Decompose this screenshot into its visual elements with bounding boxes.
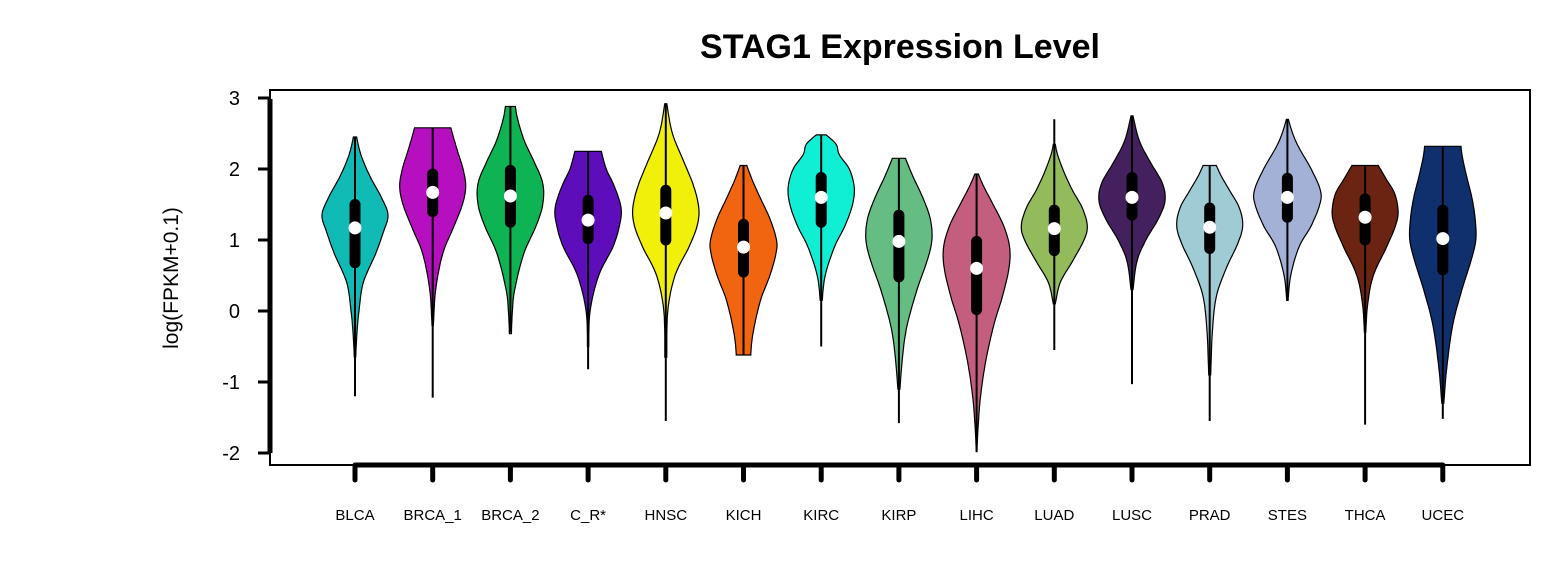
y-tick-label: 2 — [229, 159, 240, 181]
violin-kirp — [865, 157, 933, 424]
x-tick-label: KICH — [726, 507, 762, 524]
median-point — [970, 261, 984, 275]
violin-ucec — [1408, 145, 1477, 419]
median-point — [503, 189, 517, 203]
x-tick-label: KIRC — [803, 507, 839, 524]
x-tick-label: UCEC — [1422, 507, 1465, 524]
y-tick-label: 0 — [229, 301, 240, 323]
violin-hnsc — [632, 103, 700, 422]
violin-c-r- — [554, 150, 623, 370]
y-tick-label: 1 — [229, 230, 240, 252]
violin-prad — [1176, 164, 1244, 422]
x-tick-label: STES — [1268, 507, 1307, 524]
median-point — [1203, 220, 1217, 234]
median-point — [1358, 210, 1372, 224]
y-tick-label: -2 — [222, 443, 240, 465]
median-point — [426, 185, 440, 199]
x-tick-label: HNSC — [645, 507, 688, 524]
violin-stes — [1253, 118, 1322, 301]
x-tick-label: PRAD — [1189, 507, 1231, 524]
x-tick-label: KIRP — [881, 507, 916, 524]
x-tick-label: BRCA_1 — [404, 507, 462, 524]
violin-brca-2 — [476, 105, 545, 335]
chart-title: STAG1 Expression Level — [700, 28, 1100, 66]
x-tick-label: LIHC — [960, 507, 994, 524]
y-ticks: 3 2 1 0 -1 -2 — [222, 88, 270, 465]
median-point — [1280, 190, 1294, 204]
violin-lihc — [942, 173, 1011, 453]
median-point — [348, 221, 362, 235]
y-tick-label: 3 — [229, 88, 240, 110]
median-point — [892, 234, 906, 248]
y-axis-label: log(FPKM+0.1) — [160, 207, 183, 349]
median-point — [659, 206, 673, 220]
violin-lusc — [1098, 115, 1166, 385]
x-tick-label: LUSC — [1112, 507, 1152, 524]
median-point — [737, 240, 750, 254]
x-tick-label: LUAD — [1034, 507, 1074, 524]
violin-kich — [709, 164, 778, 356]
violin-blca — [321, 136, 389, 397]
y-tick-label: -1 — [222, 372, 240, 394]
x-tick-label: THCA — [1345, 507, 1386, 524]
violins — [321, 103, 1477, 453]
median-point — [581, 213, 595, 227]
median-point — [1436, 232, 1450, 246]
median-point — [1047, 222, 1061, 236]
violin-luad — [1020, 119, 1088, 351]
x-tick-label: BLCA — [335, 507, 374, 524]
median-point — [814, 190, 828, 204]
violin-kirc — [787, 134, 855, 347]
violin-thca — [1331, 164, 1399, 425]
violin-brca-1 — [399, 127, 467, 398]
x-tick-label: BRCA_2 — [481, 507, 539, 524]
x-tick-label: C_R* — [570, 507, 606, 524]
median-point — [1125, 190, 1139, 204]
x-ticks: BLCA BRCA_1 BRCA_2 C_R* HNSC KICH KIRC KIRP LIHC… — [335, 462, 1465, 524]
